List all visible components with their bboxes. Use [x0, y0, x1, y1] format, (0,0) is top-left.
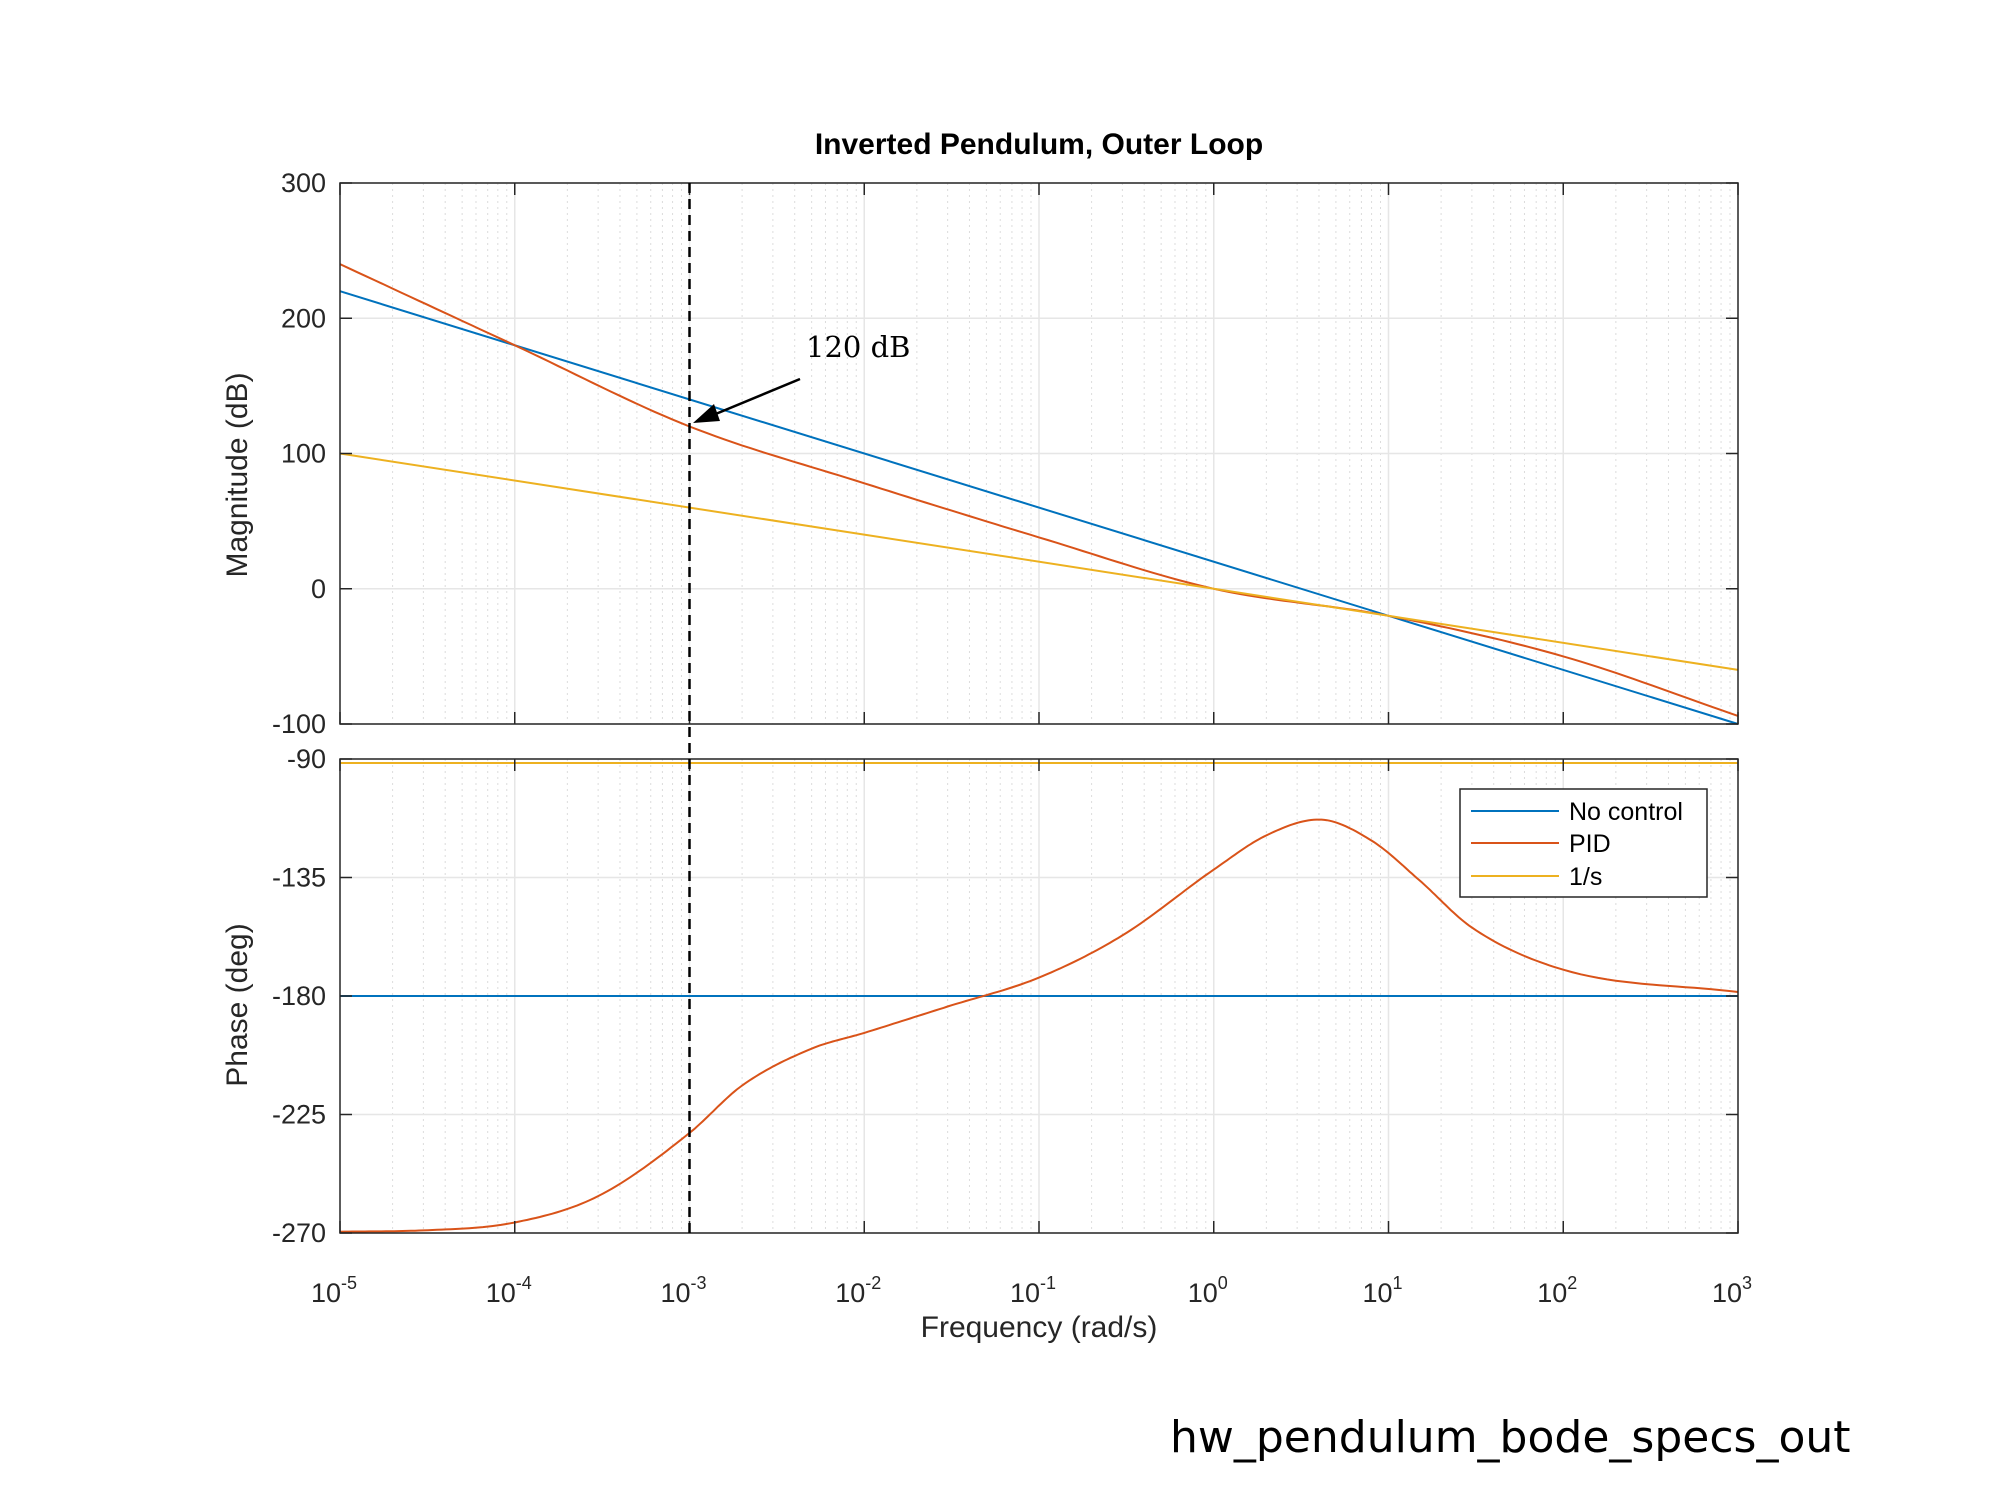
magnitude-line-pid — [339, 263, 1739, 717]
legend-label-1-over-s: 1/s — [1569, 863, 1602, 891]
magnitude-line-no-control — [339, 290, 1739, 725]
x-axis-label: Frequency (rad/s) — [921, 1311, 1158, 1344]
legend: No control PID 1/s — [1459, 788, 1708, 898]
magnitude-y-ticks: 300 200 100 0 -100 — [272, 168, 1738, 739]
magnitude-axes-box — [339, 182, 1739, 725]
x-tick-label: 10-1 — [1010, 1273, 1056, 1308]
x-tick-label: 100 — [1188, 1273, 1228, 1308]
magnitude-series — [339, 263, 1739, 725]
y-tick-label: -225 — [272, 1100, 326, 1130]
y-tick-label: -135 — [272, 863, 326, 893]
y-tick-label: 200 — [281, 303, 326, 333]
y-tick-label: -100 — [272, 709, 326, 739]
phase-y-ticks: -90 -135 -180 -225 -270 — [272, 744, 1738, 1248]
x-tick-label: 101 — [1362, 1273, 1402, 1308]
x-tick-label: 10-3 — [660, 1273, 706, 1308]
magnitude-line-1-s — [339, 452, 1739, 671]
magnitude-grid — [340, 182, 1738, 725]
phase-axis-label: Phase (deg) — [221, 923, 254, 1086]
x-tick-label: 10-4 — [486, 1273, 532, 1308]
y-tick-label: -90 — [287, 744, 326, 774]
y-tick-label: 0 — [311, 574, 326, 604]
x-tick-label: 103 — [1712, 1273, 1752, 1308]
x-tick-label: 10-5 — [311, 1273, 357, 1308]
legend-label-pid: PID — [1569, 830, 1611, 858]
x-tick-label: 102 — [1537, 1273, 1577, 1308]
annotation-arrow — [693, 377, 801, 423]
annotation-120db: 120 dB — [806, 330, 910, 364]
magnitude-axis-label: Magnitude (dB) — [221, 372, 254, 577]
y-tick-label: 300 — [281, 168, 326, 198]
phase-line-pid — [339, 818, 1739, 1233]
y-tick-label: -180 — [272, 981, 326, 1011]
x-tick-label: 10-2 — [835, 1273, 881, 1308]
legend-label-no-control: No control — [1569, 798, 1683, 826]
y-tick-label: 100 — [281, 439, 326, 469]
figure-caption: hw_pendulum_bode_specs_out — [1170, 1412, 1851, 1463]
y-tick-label: -270 — [272, 1218, 326, 1248]
chart-title: Inverted Pendulum, Outer Loop — [815, 128, 1263, 161]
phase-axes-box — [339, 758, 1739, 1234]
